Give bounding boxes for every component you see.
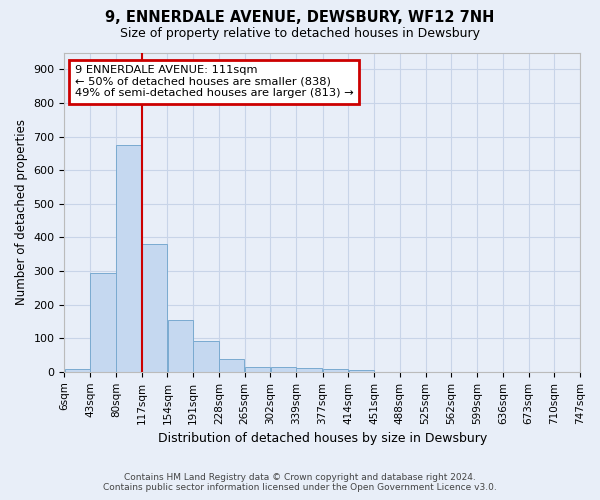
Text: Size of property relative to detached houses in Dewsbury: Size of property relative to detached ho… [120,28,480,40]
Bar [323,369,348,372]
Bar [219,359,244,372]
Y-axis label: Number of detached properties: Number of detached properties [15,119,28,305]
X-axis label: Distribution of detached houses by size in Dewsbury: Distribution of detached houses by size … [158,432,487,445]
Text: Contains HM Land Registry data © Crown copyright and database right 2024.
Contai: Contains HM Land Registry data © Crown c… [103,473,497,492]
Bar [91,272,116,372]
Text: 9, ENNERDALE AVENUE, DEWSBURY, WF12 7NH: 9, ENNERDALE AVENUE, DEWSBURY, WF12 7NH [106,10,494,25]
Bar [116,145,142,372]
Text: 9 ENNERDALE AVENUE: 111sqm
← 50% of detached houses are smaller (838)
49% of sem: 9 ENNERDALE AVENUE: 111sqm ← 50% of deta… [75,66,353,98]
Bar [193,341,218,372]
Bar [245,367,270,372]
Bar [167,320,193,372]
Bar [296,368,322,372]
Bar [271,368,296,372]
Bar [349,370,374,372]
Bar [142,244,167,372]
Bar [65,369,90,372]
